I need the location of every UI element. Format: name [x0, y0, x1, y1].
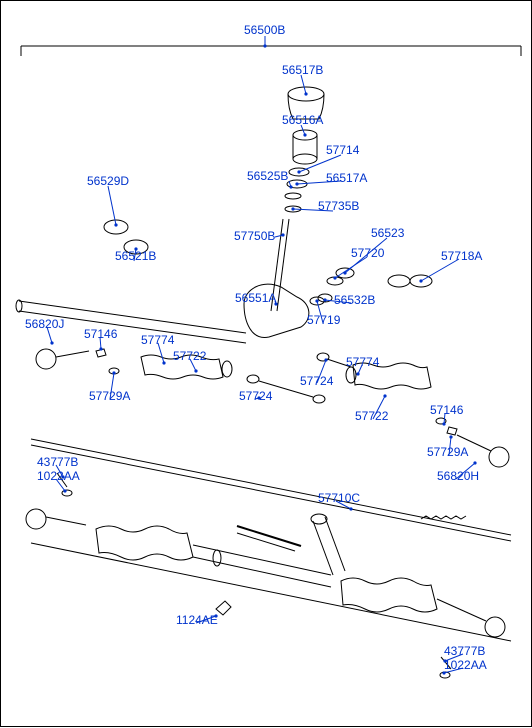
leader-57146-L: [100, 337, 101, 349]
leader-57729A-R: [449, 437, 451, 455]
leader-43777B-T: [56, 465, 63, 477]
leader-dot-57146-L: [99, 347, 102, 350]
leader-dot-57722-R: [383, 394, 386, 397]
leader-57722-L: [190, 359, 196, 371]
leader-dot-1022AA-T: [63, 489, 66, 492]
main-bracket: [21, 46, 521, 56]
leader-dot-56521B: [134, 247, 137, 250]
leader-57774-L: [158, 343, 164, 363]
leader-dot-1124AE: [214, 614, 217, 617]
leader-57722-R: [373, 396, 385, 419]
leader-dot-56517A: [295, 182, 298, 185]
leader-dot-56517B: [304, 92, 307, 95]
leader-dot-57718A: [419, 279, 422, 282]
leader-56517B: [301, 75, 306, 94]
leader-56820J: [47, 327, 52, 343]
leader-56529D: [108, 186, 116, 225]
leader-1124AE: [196, 616, 216, 623]
leader-1022AA-T: [56, 479, 65, 491]
leader-57146-R: [444, 413, 445, 424]
leader-dot-56523: [343, 271, 346, 274]
lower-assembly: [26, 473, 511, 678]
leader-dot-57735B: [291, 207, 294, 210]
leader-dot-56525B: [289, 185, 292, 188]
leader-dot-56532B: [323, 298, 326, 301]
leader-dot-57750B: [281, 233, 284, 236]
leader-dot-57774-L: [162, 361, 165, 364]
leader-lines: [47, 36, 475, 673]
leader-dot-57146-R: [442, 422, 445, 425]
leader-dot-43777B-T: [61, 475, 64, 478]
diagram-svg: [1, 1, 532, 728]
leader-dot-57710C: [349, 507, 352, 510]
diagram-stage: 56500B56517B56516A5771456525B56517A56529…: [0, 0, 532, 727]
leader-dot-56500B: [263, 44, 266, 47]
leader-57729A-L: [110, 373, 114, 399]
leader-dot-56529D: [114, 223, 117, 226]
leader-dot-56551A: [274, 302, 277, 305]
leader-dot-57720: [333, 276, 336, 279]
leader-57720: [335, 257, 367, 278]
leader-dot-1022AA-B: [442, 671, 445, 674]
leader-57718A: [421, 259, 459, 281]
leader-endpoints: [50, 44, 476, 674]
leader-dot-57729A-L: [112, 371, 115, 374]
leader-dot-57722-L: [194, 369, 197, 372]
leader-dot-56820H: [473, 461, 476, 464]
leader-57724-R: [317, 360, 326, 383]
leader-dot-57724-R: [324, 358, 327, 361]
leader-43777B-B: [445, 654, 463, 661]
leader-dot-56516A: [303, 133, 306, 136]
upper-assembly: [16, 87, 511, 551]
leader-1022AA-B: [444, 668, 463, 673]
leader-dot-57719: [315, 299, 318, 302]
leader-dot-56820J: [50, 341, 53, 344]
leader-dot-57714: [297, 170, 300, 173]
leader-dot-57774-R: [356, 372, 359, 375]
leader-dot-57729A-R: [449, 435, 452, 438]
leader-dot-43777B-B: [443, 659, 446, 662]
leader-56820H: [456, 463, 475, 479]
leader-56521B: [134, 249, 136, 261]
leader-dot-57724-L: [257, 396, 260, 399]
